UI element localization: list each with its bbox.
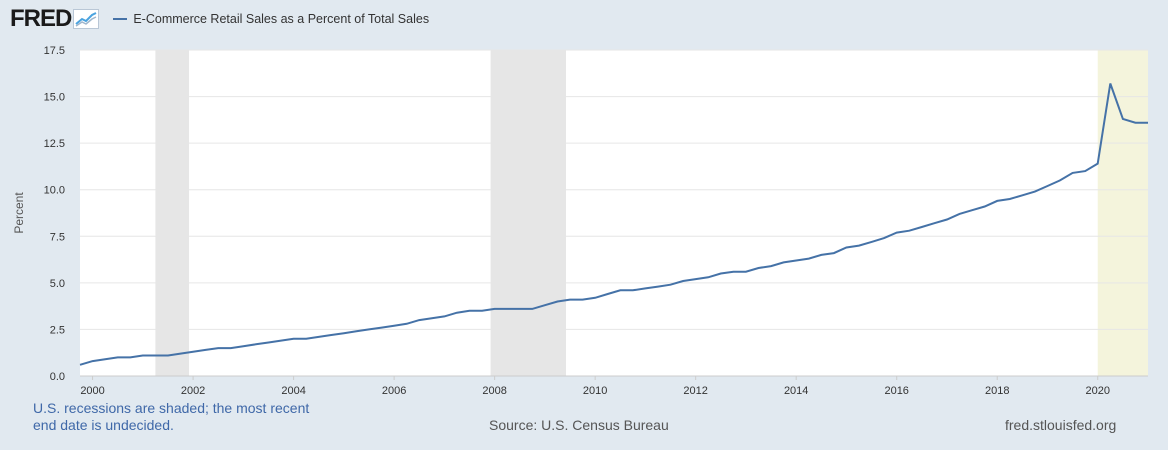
y-tick-label: 17.5: [44, 45, 65, 57]
x-tick-label: 2002: [181, 385, 205, 397]
series-line: [79, 83, 1148, 366]
x-tick-label: 2004: [281, 385, 305, 397]
recession-note: U.S. recessions are shaded; the most rec…: [33, 400, 310, 433]
x-tick-label: 2012: [683, 385, 707, 397]
x-tick-label: 2006: [382, 385, 406, 397]
y-tick-label: 2.5: [50, 324, 65, 336]
y-axis-label: Percent: [12, 192, 26, 234]
x-tick-label: 2008: [482, 385, 506, 397]
recession-shade: [490, 50, 567, 376]
y-tick-label: 12.5: [44, 138, 65, 150]
x-tick-label: 2020: [1085, 385, 1109, 397]
plot-background: [80, 50, 1148, 376]
legend-swatch: [113, 18, 128, 20]
y-tick-label: 0.0: [50, 371, 65, 383]
y-tick-label: 10.0: [44, 185, 65, 197]
y-tick-label: 15.0: [44, 92, 65, 104]
recession-shade: [155, 50, 190, 376]
header: FRED E-Commerce Retail Sales as a Percen…: [10, 5, 429, 33]
legend: E-Commerce Retail Sales as a Percent of …: [113, 12, 429, 26]
y-tick-label: 7.5: [50, 231, 65, 243]
x-tick-label: 2014: [784, 385, 808, 397]
fred-url-link[interactable]: fred.stlouisfed.org: [1005, 417, 1117, 433]
legend-label[interactable]: E-Commerce Retail Sales as a Percent of …: [133, 12, 430, 26]
x-tick-label: 2018: [985, 385, 1009, 397]
x-tick-label: 2000: [80, 385, 104, 397]
x-tick-label: 2010: [583, 385, 607, 397]
fred-logo[interactable]: FRED: [10, 5, 72, 32]
source-text: Source: U.S. Census Bureau: [489, 417, 669, 433]
y-tick-label: 5.0: [50, 278, 65, 290]
recession-shade-undecided: [1097, 50, 1148, 376]
chart-line-icon: [73, 9, 100, 29]
x-tick-label: 2016: [884, 385, 908, 397]
